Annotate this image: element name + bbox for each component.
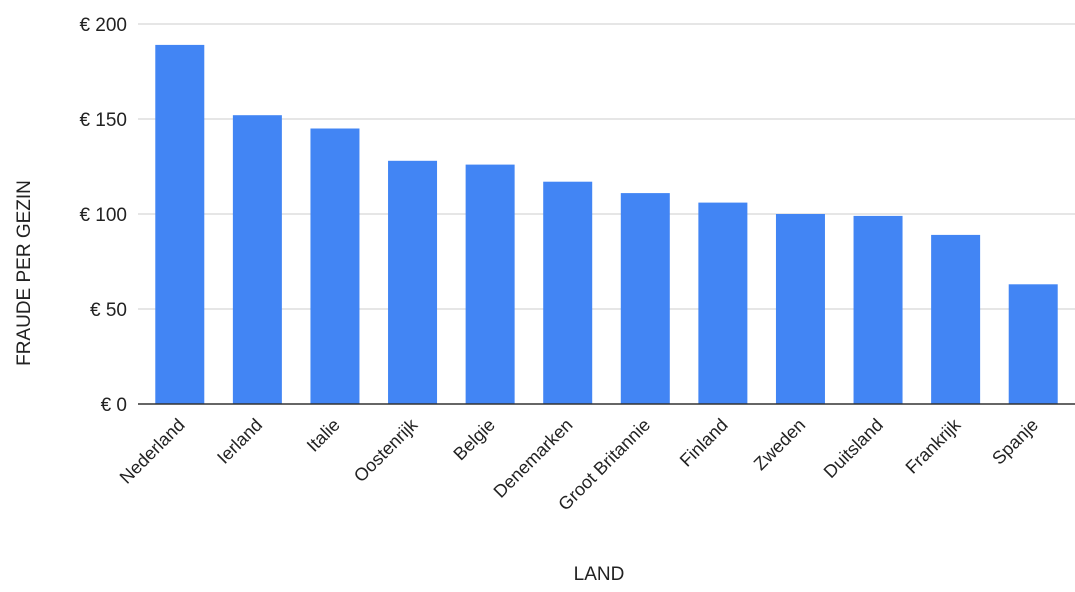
x-axis-title: LAND bbox=[574, 564, 625, 585]
y-tick-label: € 100 bbox=[79, 205, 127, 226]
bar-duitsland bbox=[853, 215, 903, 404]
x-tick-labels: Nederland Ierland Italie Oostenrijk BelgieDe… bbox=[116, 414, 1042, 514]
y-tick-label: € 200 bbox=[79, 15, 127, 36]
x-tick-label: Frankrijk bbox=[902, 414, 966, 478]
x-tick-label: Italie bbox=[303, 415, 344, 456]
x-tick-label: Spanje bbox=[988, 415, 1042, 469]
x-tick-label: Belgie bbox=[449, 415, 499, 465]
gridlines bbox=[138, 23, 1075, 310]
x-tick-label: Denemarken bbox=[490, 415, 577, 502]
bars bbox=[155, 44, 1058, 405]
bar-ierland bbox=[232, 115, 282, 404]
x-tick-label: Zweden bbox=[750, 415, 809, 474]
bar-italie bbox=[310, 128, 360, 404]
y-tick-label: € 150 bbox=[79, 110, 127, 131]
bar-oostenrijk bbox=[388, 160, 438, 404]
y-tick-label: € 0 bbox=[101, 395, 127, 416]
y-axis-title: FRAUDE PER GEZIN bbox=[14, 180, 35, 366]
x-tick-label: Oostenrijk bbox=[350, 414, 422, 486]
bar-finland bbox=[698, 202, 748, 404]
bar-frankrijk bbox=[931, 234, 981, 404]
bar-denemarken bbox=[543, 181, 593, 404]
x-tick-label: Ierland bbox=[213, 415, 266, 468]
bar-zweden bbox=[775, 214, 825, 404]
x-tick-label: Nederland bbox=[116, 415, 189, 488]
bar-spanje bbox=[1008, 284, 1058, 404]
x-tick-label: Finland bbox=[676, 415, 732, 471]
bar-nederland bbox=[155, 44, 205, 405]
bar-belgie bbox=[465, 164, 515, 404]
bar-groot-britannie bbox=[620, 193, 670, 404]
y-tick-label: € 50 bbox=[90, 300, 127, 321]
x-tick-label: Duitsland bbox=[820, 415, 887, 482]
y-tick-labels: € 0 € 50 € 100 € 150 € 200 bbox=[79, 15, 127, 416]
